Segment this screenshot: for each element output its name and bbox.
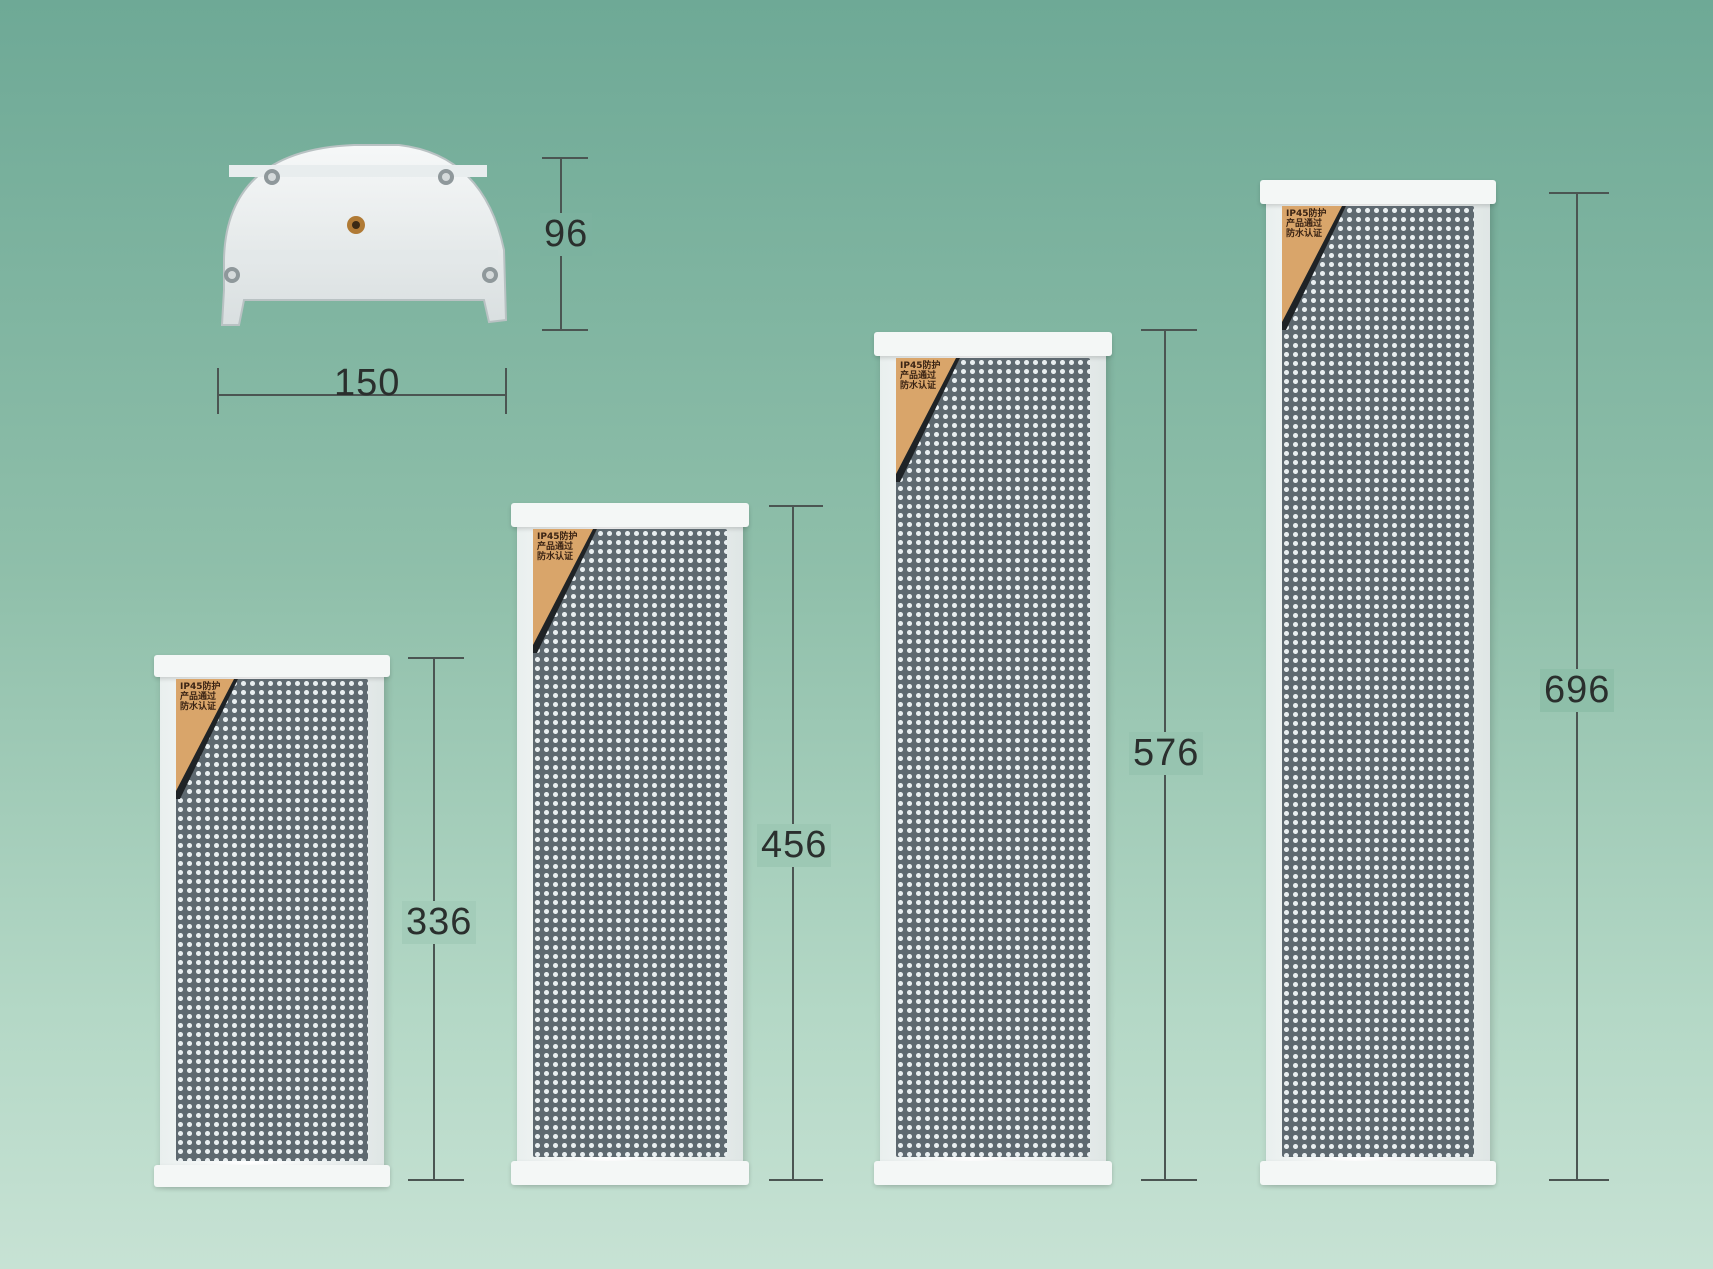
speaker-bottom-cap <box>511 1161 749 1185</box>
waterproof-badge: IP45防护 产品通过 防水认证 <box>176 679 238 799</box>
speaker-456-tick-bottom <box>769 1179 823 1181</box>
badge-text: IP45防护 产品通过 防水认证 <box>900 361 941 391</box>
badge-text: IP45防护 产品通过 防水认证 <box>1286 209 1327 239</box>
speaker-336: IP45防护 产品通过 防水认证 <box>154 655 390 1187</box>
speaker-576-tick-top <box>1141 329 1197 331</box>
bracket-width-line <box>218 394 506 396</box>
speaker-grille <box>896 358 1090 1157</box>
bracket-height-label: 96 <box>540 213 593 256</box>
bracket-height-tick-top <box>542 157 588 159</box>
speaker-696-tick-top <box>1549 192 1609 194</box>
speaker-456: IP45防护 产品通过 防水认证 <box>511 503 749 1185</box>
bracket-width-tick-left <box>217 368 219 414</box>
speaker-top-cap <box>874 332 1112 356</box>
speaker-grille <box>533 529 727 1157</box>
speaker-336-tick-bottom <box>408 1179 464 1181</box>
speaker-336-height-label: 336 <box>402 901 477 944</box>
speaker-bottom-cap <box>154 1165 390 1187</box>
bracket-height-tick-bottom <box>542 329 588 331</box>
mounting-bracket <box>214 140 509 330</box>
speaker-456-tick-top <box>769 505 823 507</box>
speaker-456-height-label: 456 <box>757 824 832 867</box>
waterproof-badge: IP45防护 产品通过 防水认证 <box>533 529 597 653</box>
badge-text: IP45防护 产品通过 防水认证 <box>180 682 221 712</box>
speaker-top-cap <box>154 655 390 677</box>
speaker-576-tick-bottom <box>1141 1179 1197 1181</box>
badge-shape <box>896 358 960 482</box>
badge-shape <box>1282 206 1346 330</box>
speaker-bottom-cap <box>1260 1161 1496 1185</box>
speaker-top-cap <box>511 503 749 527</box>
speaker-grille <box>176 679 368 1161</box>
waterproof-badge: IP45防护 产品通过 防水认证 <box>1282 206 1346 330</box>
speaker-696-tick-bottom <box>1549 1179 1609 1181</box>
bracket-width-label: 150 <box>334 362 401 404</box>
speaker-top-cap <box>1260 180 1496 204</box>
speaker-grille <box>1282 206 1474 1157</box>
bracket-width-tick-right <box>505 368 507 414</box>
speaker-696: IP45防护 产品通过 防水认证 <box>1260 180 1496 1185</box>
badge-text: IP45防护 产品通过 防水认证 <box>537 532 578 562</box>
speaker-bottom-cap <box>874 1161 1112 1185</box>
speaker-336-tick-top <box>408 657 464 659</box>
speaker-576-height-label: 576 <box>1129 732 1204 775</box>
speaker-696-height-label: 696 <box>1540 669 1615 712</box>
waterproof-badge: IP45防护 产品通过 防水认证 <box>896 358 960 482</box>
speaker-576: IP45防护 产品通过 防水认证 <box>874 332 1112 1185</box>
badge-shape <box>176 679 238 799</box>
badge-shape <box>533 529 597 653</box>
mounting-bracket-image <box>220 144 508 326</box>
